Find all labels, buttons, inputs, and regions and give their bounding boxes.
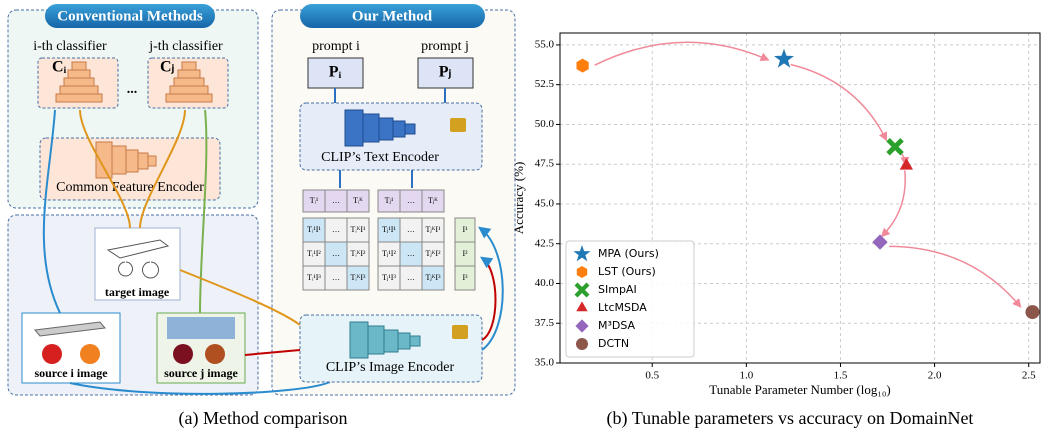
ellipsis: ... — [127, 82, 138, 97]
point — [872, 234, 887, 249]
classifier-symbol: Cⱼ — [160, 59, 175, 76]
cell-text: Tᵢ¹I³ — [307, 273, 321, 282]
x-tick-label: 1.5 — [834, 370, 848, 382]
y-tick-label: 52.5 — [535, 78, 555, 90]
cell-text: … — [407, 225, 415, 234]
cell-text: TⱼᴷI³ — [425, 273, 441, 282]
y-axis-label: Accuracy (%) — [511, 162, 526, 235]
y-tick-label: 50.0 — [535, 118, 555, 130]
cell-text: TᵢᴷI² — [351, 249, 367, 258]
label: prompt j — [421, 39, 469, 54]
cell-text: Tᵢᴷ — [353, 196, 363, 205]
y-tick-label: 42.5 — [535, 237, 555, 249]
trend-arrow — [889, 246, 1020, 306]
cell-text: TᵢᴷI³ — [351, 273, 367, 282]
ball — [80, 344, 100, 364]
point — [1025, 305, 1039, 319]
cell-text: Tᵢ¹I² — [307, 249, 321, 258]
figure: Conventional Methods Our Method i-th cla… — [0, 0, 1054, 435]
x-tick-label: 2.5 — [1022, 370, 1036, 382]
cell-text: TᵢᴷI¹ — [351, 225, 367, 234]
cell-text: Tⱼᴷ — [428, 196, 438, 205]
y-tick-label: 35.0 — [535, 357, 555, 369]
apple — [42, 344, 62, 364]
cell-text: … — [332, 225, 340, 234]
legend-label: DCTN — [598, 337, 629, 350]
cell-text: Tᵢ¹I¹ — [307, 225, 321, 234]
photo — [167, 317, 235, 339]
legend-label: M³DSA — [598, 319, 636, 332]
label: target image — [105, 285, 170, 299]
x-tick-label: 1.0 — [739, 370, 753, 382]
point — [888, 140, 902, 154]
cell-text: I² — [462, 249, 468, 258]
x-tick-label: 0.5 — [645, 370, 659, 382]
trend-arrow — [595, 42, 768, 65]
legend-marker — [576, 338, 588, 350]
label: source j image — [164, 366, 238, 380]
lock — [450, 118, 466, 132]
cell-text: Tⱼ¹I³ — [382, 273, 396, 282]
cell-text: I³ — [462, 273, 468, 282]
caption: (a) Method comparison — [179, 408, 348, 429]
legend-label: SImpAI — [598, 283, 637, 296]
ball — [205, 344, 225, 364]
cell-text: … — [407, 196, 415, 205]
label: CLIP’s Text Encoder — [321, 150, 439, 165]
prompt-symbol: Pᵢ — [329, 64, 342, 81]
classifier-symbol: Cᵢ — [52, 59, 67, 76]
prompt-symbol: Pⱼ — [439, 64, 452, 81]
legend-label: MPA (Ours) — [598, 247, 659, 260]
y-tick-label: 37.5 — [535, 317, 555, 329]
cell-text: … — [407, 273, 415, 282]
cell-text: … — [407, 249, 415, 258]
trend-arrow — [882, 170, 905, 236]
cell-text: Tⱼ¹I² — [382, 249, 396, 258]
x-axis-label: Tunable Parameter Number (log₁₀) — [709, 382, 891, 397]
y-tick-label: 45.0 — [535, 197, 555, 209]
cell-text: I¹ — [462, 225, 468, 234]
apple — [173, 344, 193, 364]
y-tick-label: 40.0 — [535, 277, 555, 289]
cell-text: Tⱼ¹I¹ — [382, 225, 396, 234]
point — [900, 158, 913, 170]
y-tick-label: 47.5 — [535, 158, 555, 170]
cell-text: TⱼᴷI² — [425, 249, 441, 258]
x-tick-label: 2.0 — [928, 370, 942, 382]
trend-arrow — [791, 64, 887, 139]
label: source i image — [34, 366, 108, 380]
y-tick-label: 55.0 — [535, 38, 555, 50]
cell-text: … — [332, 273, 340, 282]
cell-text: Tᵢ¹ — [310, 196, 319, 205]
label: Common Feature Encoder — [56, 180, 204, 195]
cell-text: TⱼᴷI¹ — [425, 225, 441, 234]
cell-text: … — [332, 196, 340, 205]
label: CLIP’s Image Encoder — [326, 360, 455, 375]
legend-label: LtcMSDA — [598, 301, 647, 314]
lock — [452, 325, 468, 339]
label: i-th classifier — [33, 39, 107, 54]
label: j-th classifier — [148, 39, 223, 54]
point — [577, 59, 589, 73]
cell-text: Tⱼ¹ — [385, 196, 394, 205]
label: prompt i — [312, 39, 360, 54]
panel-title: Our Method — [352, 8, 433, 24]
legend-label: LST (Ours) — [598, 265, 656, 278]
chart: 35.0 37.5 40.0 42.5 45.0 47.5 50.0 52.5 55.0 0.5 1… — [511, 33, 1040, 397]
panel-title: Conventional Methods — [57, 8, 203, 24]
caption: (b) Tunable parameters vs accuracy on Do… — [607, 408, 974, 429]
cell-text: … — [332, 249, 340, 258]
